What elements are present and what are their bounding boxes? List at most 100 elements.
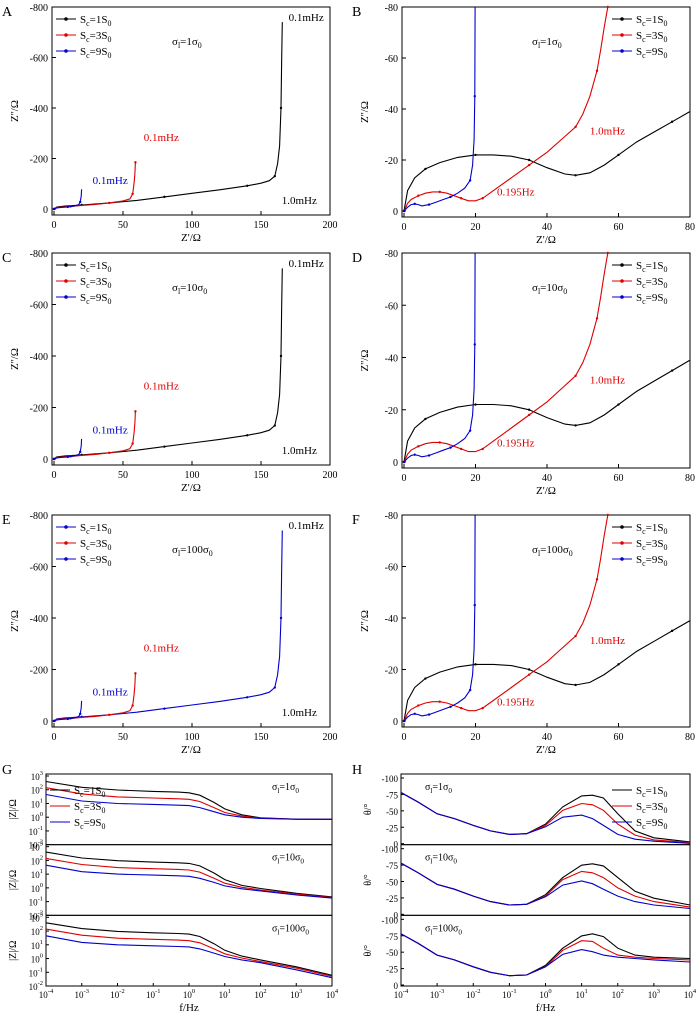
y-axis-label: Z''/Ω <box>359 350 371 372</box>
y-tick-label: -100 <box>382 915 399 925</box>
x-tick-label: 60 <box>614 732 624 743</box>
series-line <box>53 700 83 722</box>
annotation: 0.1mHz <box>289 520 324 532</box>
legend-label: Sc=1S0 <box>636 260 667 274</box>
data-point <box>66 717 70 721</box>
legend-label: Sc=1S0 <box>636 14 667 28</box>
data-point <box>402 209 406 213</box>
data-point <box>52 719 56 723</box>
data-point <box>438 700 441 703</box>
data-point <box>246 696 249 699</box>
legend-label: Sc=3S0 <box>636 538 667 552</box>
x-tick-label: 0 <box>52 732 57 743</box>
y-tick-label: -200 <box>30 155 48 166</box>
data-point <box>527 413 531 417</box>
data-point <box>108 201 111 205</box>
data-point <box>417 194 420 197</box>
data-point <box>424 677 427 680</box>
y-tick-label: 0 <box>393 458 398 469</box>
data-point <box>273 424 276 427</box>
x-tick-label: 0 <box>402 222 407 233</box>
x-tick-label: 103 <box>290 988 302 1000</box>
data-point <box>473 95 476 98</box>
panel-label: E <box>2 513 11 528</box>
legend-label: Sc=3S0 <box>636 801 667 815</box>
legend-label: Sc=1S0 <box>636 785 667 799</box>
data-point <box>527 668 531 671</box>
x-tick-label: 60 <box>614 222 624 233</box>
data-point <box>79 450 82 453</box>
y-axis-label: |Z|/Ω <box>8 941 19 961</box>
legend-marker <box>64 263 68 267</box>
data-point <box>527 163 531 167</box>
data-point <box>574 374 577 377</box>
y-tick-label: -25 <box>386 823 398 833</box>
legend-label: Sc=9S0 <box>636 46 667 60</box>
y-tick-label: -75 <box>386 932 398 942</box>
x-tick-label: 150 <box>254 220 269 231</box>
x-tick-label: 150 <box>254 732 269 743</box>
y-tick-label: -80 <box>385 3 398 14</box>
data-point <box>163 445 166 448</box>
data-point <box>473 603 476 607</box>
x-tick-label: 60 <box>614 473 624 484</box>
x-tick-label: 10-2 <box>466 988 480 1000</box>
annotation: 0.1mHz <box>93 686 128 698</box>
annotation: 0.1mHz <box>144 642 179 654</box>
condition-label: σl=100σ0 <box>532 544 573 558</box>
series-line <box>400 933 691 977</box>
y-tick-label: 0 <box>394 910 399 920</box>
y-tick-label: -75 <box>386 861 398 871</box>
panel-E: E 0 50 100 150 200 0 -200 -400 -600 -800 Z'/Ω Z''/Ω S… <box>2 511 338 756</box>
x-tick-label: 40 <box>542 473 552 484</box>
data-point <box>134 410 137 413</box>
series-line <box>403 252 476 463</box>
data-point <box>468 179 472 182</box>
x-tick-label: 10-3 <box>430 988 444 1000</box>
panel-A: A 0 50 100 150 200 0 -200 -400 -600 -800 Z'/Ω Z''/Ω S… <box>2 3 338 244</box>
panel-label: D <box>352 251 362 266</box>
x-tick-label: 20 <box>471 222 481 233</box>
data-point <box>474 403 477 406</box>
legend-marker <box>64 557 68 561</box>
data-point <box>460 706 463 710</box>
x-tick-label: 50 <box>118 220 128 231</box>
data-point <box>66 455 70 459</box>
data-point <box>79 712 82 715</box>
annotation: 1.0mHz <box>282 195 317 207</box>
x-tick-label: 80 <box>685 732 695 743</box>
series-line <box>53 268 283 460</box>
condition-label: σl=100σ0 <box>425 923 462 936</box>
x-tick-label: 102 <box>254 988 266 1000</box>
annotation: 1.0mHz <box>590 635 625 647</box>
y-tick-label: 0 <box>394 840 399 850</box>
data-point <box>670 120 674 123</box>
legend-label: Sc=1S0 <box>636 522 667 536</box>
annotation: 0.1mHz <box>144 132 179 144</box>
y-tick-label: -80 <box>385 249 398 260</box>
data-point <box>417 445 420 448</box>
panel-label: A <box>2 5 13 20</box>
y-tick-label: -20 <box>385 406 398 417</box>
y-tick-label: 0 <box>394 981 399 991</box>
x-tick-label: 20 <box>471 473 481 484</box>
data-point <box>574 683 577 687</box>
annotation: 1.0mHz <box>590 375 625 387</box>
data-point <box>279 106 283 110</box>
y-axis-label: |Z|/Ω <box>8 799 19 819</box>
legend-marker <box>620 279 624 283</box>
y-tick-label: 10-2 <box>29 980 43 992</box>
y-tick-label: 0 <box>43 455 48 466</box>
y-tick-label: -50 <box>386 807 398 817</box>
y-tick-label: 101 <box>31 868 43 880</box>
annotation: 0.1mHz <box>289 258 324 270</box>
data-point <box>163 707 166 710</box>
legend-label: Sc=1S0 <box>80 260 111 274</box>
y-tick-label: 0 <box>43 205 48 216</box>
data-point <box>424 167 427 171</box>
legend-label: Sc=9S0 <box>74 817 105 831</box>
y-tick-label: 0 <box>43 717 48 728</box>
legend-marker <box>64 33 68 37</box>
x-tick-label: 10-2 <box>110 988 124 1000</box>
data-point <box>279 354 283 358</box>
